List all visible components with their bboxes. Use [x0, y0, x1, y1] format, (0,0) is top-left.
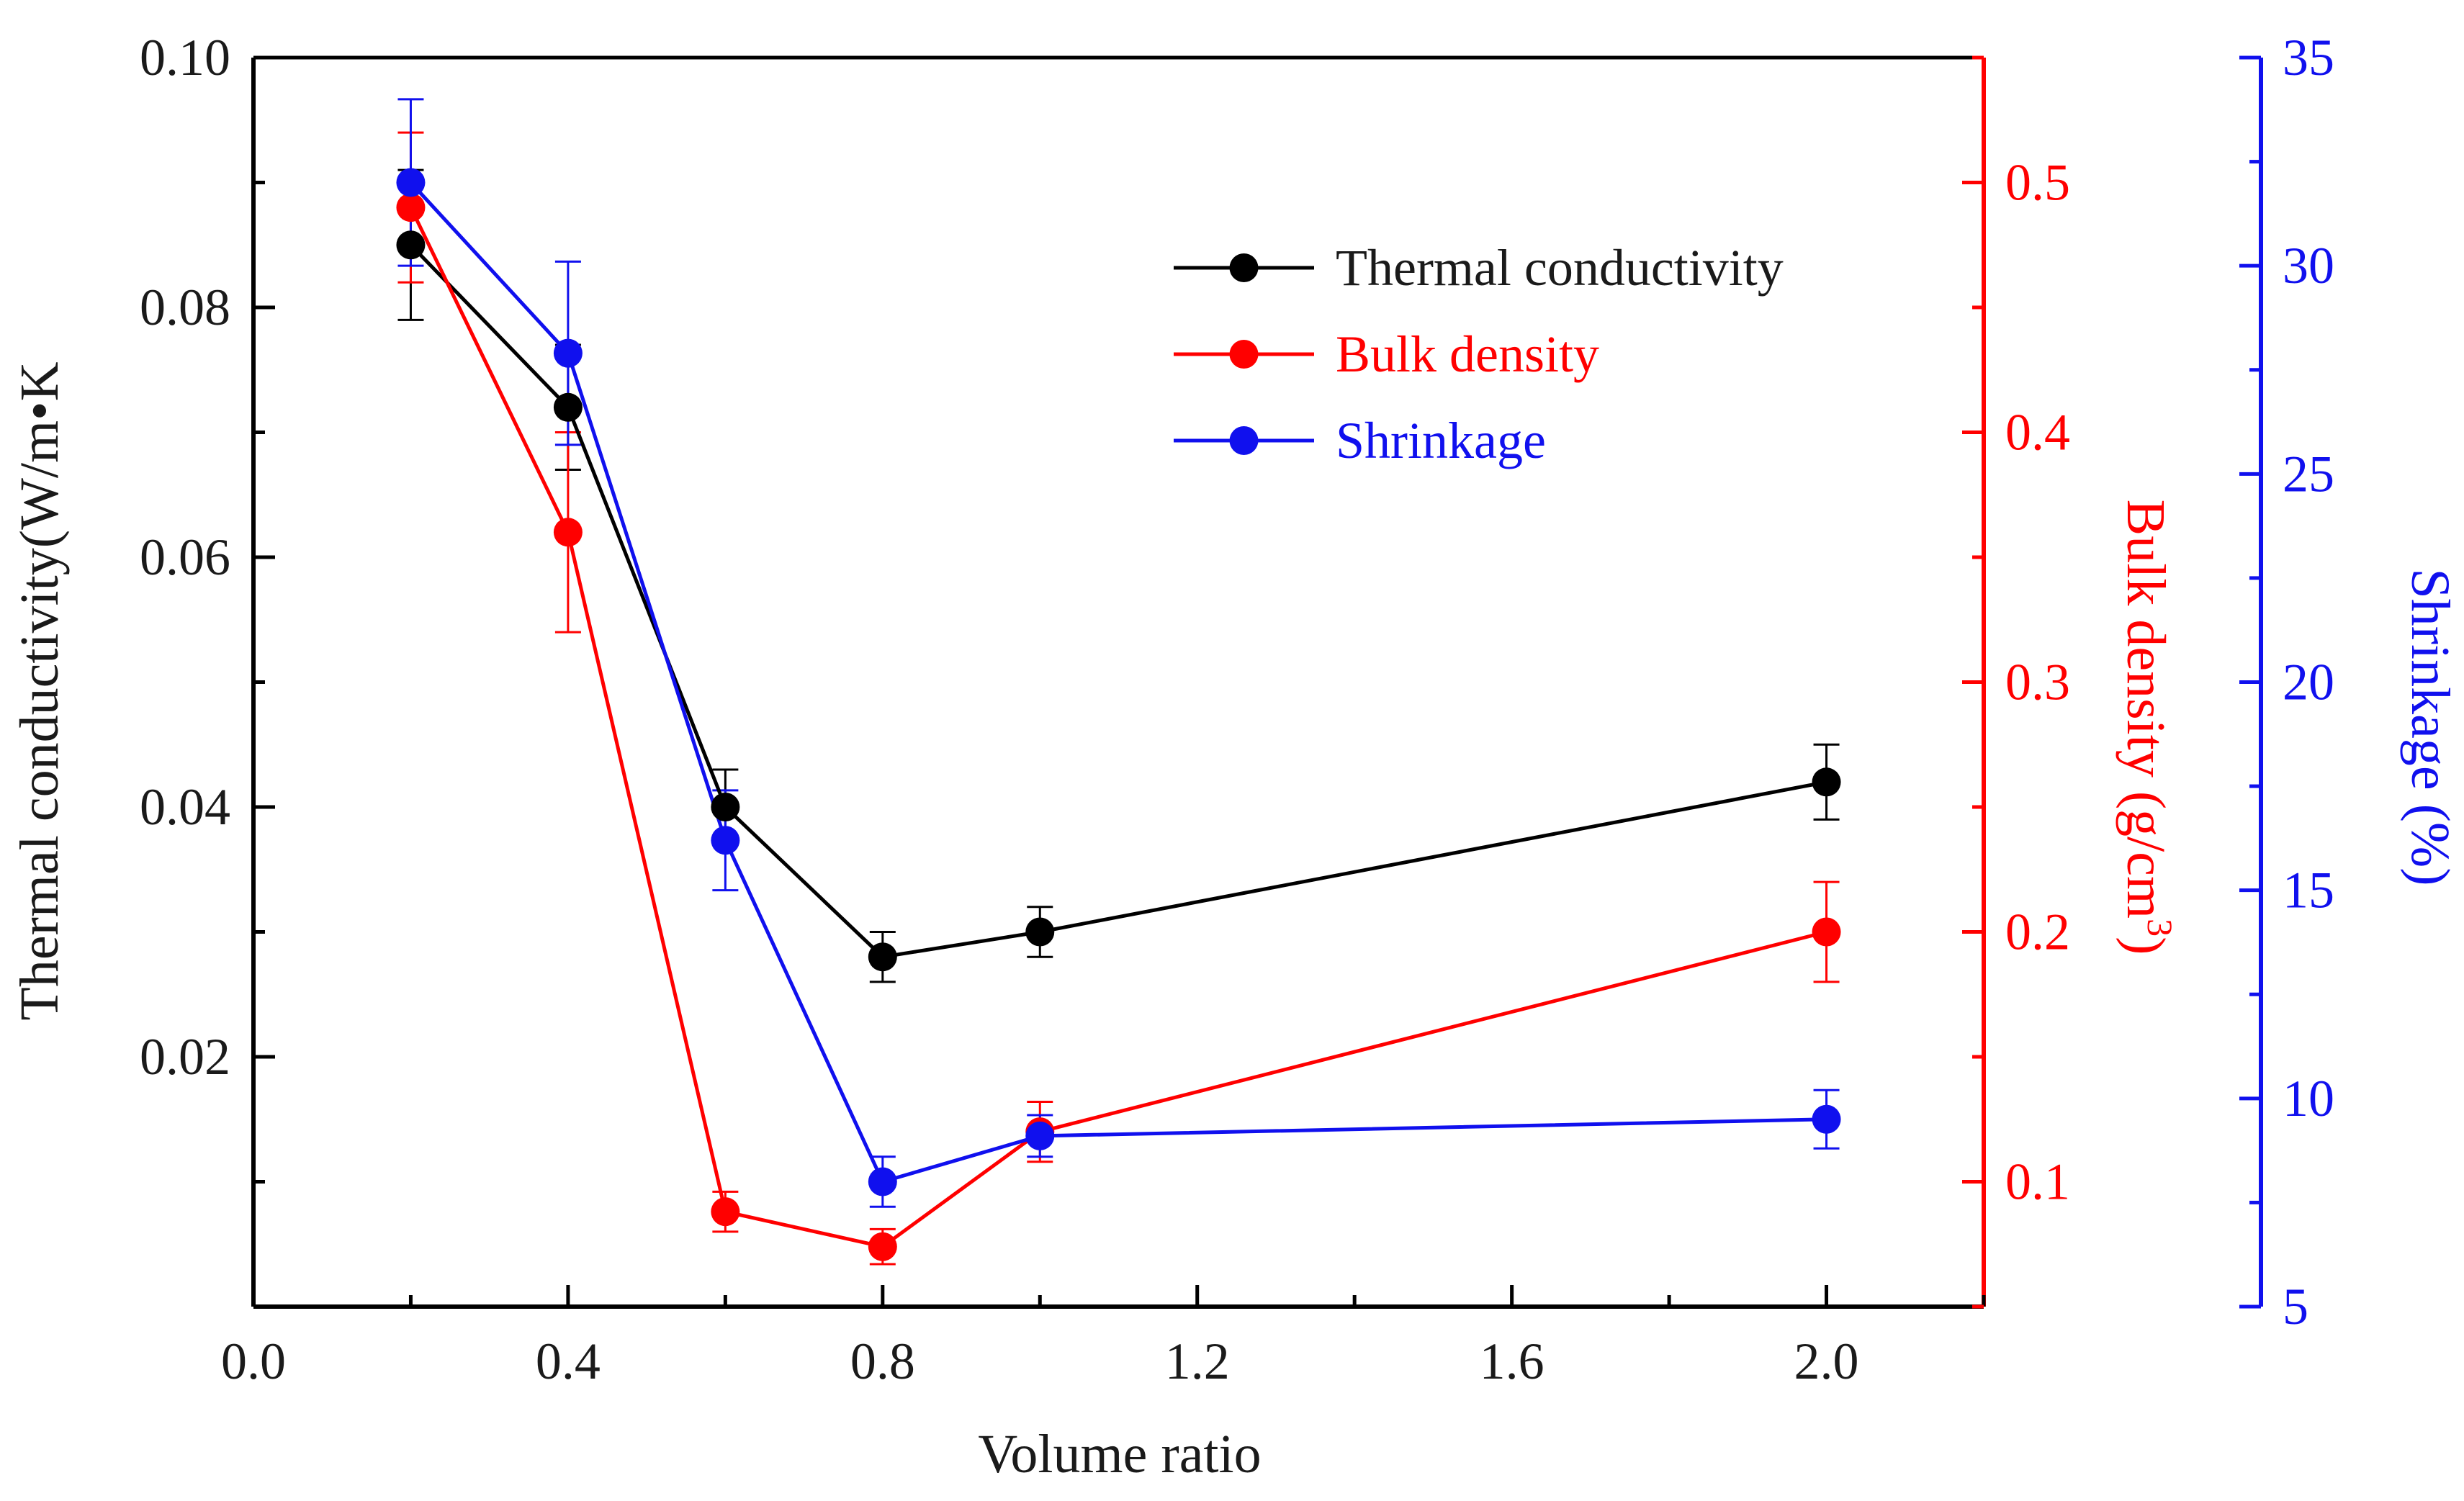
shrinkage-point [396, 168, 426, 197]
red-y-axis-title-close: ) [2115, 937, 2176, 955]
bulk-density-point [1812, 917, 1841, 947]
thermal-conductivity-line [409, 243, 1827, 959]
x-tick-label: 1.6 [1480, 1333, 1545, 1390]
left-y-tick-label: 0.02 [140, 1028, 230, 1086]
shrinkage-point [1812, 1104, 1841, 1134]
red-y-axis-ticks: 0.1 0.2 0.3 0.4 0.5 [1962, 55, 2070, 1309]
red-y-tick-label: 0.2 [2005, 903, 2070, 961]
legend-bulk-density-marker [1229, 340, 1259, 369]
red-y-tick-label: 0.4 [2005, 404, 2070, 461]
thermal-conductivity-point [396, 230, 426, 260]
bulk-density-point [868, 1232, 897, 1261]
blue-y-tick-label: 35 [2283, 29, 2334, 86]
x-tick-label: 2.0 [1794, 1333, 1859, 1390]
shrinkage-line [409, 181, 1827, 1184]
axes-frame [251, 55, 2263, 1309]
shrinkage-point [711, 826, 740, 855]
thermal-conductivity-point [1812, 767, 1841, 797]
shrinkage-point [1025, 1121, 1055, 1150]
red-y-tick-label: 0.1 [2005, 1153, 2070, 1211]
red-y-tick-label: 0.5 [2005, 154, 2070, 212]
bulk-density-point [553, 518, 583, 547]
thermal-conductivity-point [711, 793, 740, 821]
left-y-tick-label: 0.06 [140, 528, 230, 586]
x-tick-label: 1.2 [1165, 1333, 1230, 1390]
blue-y-tick-label: 30 [2283, 237, 2334, 294]
left-y-axis-title: Thermal conductivity(W/m•K [9, 361, 70, 1020]
legend-shrinkage-label: Shrinkage [1336, 412, 1546, 469]
legend-thermal-conductivity-marker [1229, 253, 1259, 282]
blue-y-tick-label: 25 [2283, 445, 2334, 502]
x-axis-title: Volume ratio [978, 1424, 1261, 1484]
left-y-axis-ticks: 0.02 0.04 0.06 0.08 0.10 [140, 29, 275, 1184]
blue-y-tick-label: 10 [2283, 1070, 2334, 1127]
blue-y-tick-label: 5 [2283, 1278, 2308, 1335]
bulk-density-point [396, 193, 426, 222]
legend-thermal-conductivity-label: Thermal conductivity [1336, 239, 1784, 297]
blue-y-tick-label: 15 [2283, 862, 2334, 919]
series-lines-layer [409, 181, 1827, 1249]
markers-layer [396, 168, 1841, 1261]
legend: Thermal conductivity Bulk density Shrinkag… [1174, 239, 1784, 469]
left-y-tick-label: 0.08 [140, 279, 230, 336]
red-y-axis-title-main: Bulk density (g/cm [2115, 500, 2176, 919]
blue-y-axis-title: Shrinkage (%) [2400, 568, 2460, 885]
left-y-tick-label: 0.04 [140, 778, 230, 836]
red-y-tick-label: 0.3 [2005, 654, 2070, 711]
red-y-axis-title: Bulk density (g/cm3) [2115, 500, 2180, 955]
blue-y-axis-ticks: 5 10 15 20 25 30 35 [2239, 29, 2334, 1335]
x-axis-ticks: 0.0 0.4 0.8 1.2 1.6 2.0 [221, 1285, 1986, 1390]
blue-y-tick-label: 20 [2283, 654, 2334, 711]
shrinkage-point [868, 1167, 897, 1196]
left-y-tick-label: 0.10 [140, 29, 230, 86]
thermal-conductivity-point [868, 942, 897, 972]
thermal-conductivity-point [1025, 917, 1055, 947]
legend-bulk-density-label: Bulk density [1336, 325, 1599, 383]
thermal-conductivity-point [553, 392, 583, 422]
x-tick-label: 0.0 [221, 1333, 286, 1390]
shrinkage-point [553, 338, 583, 368]
x-tick-label: 0.4 [536, 1333, 601, 1390]
legend-shrinkage-marker [1229, 426, 1259, 455]
bulk-density-point [711, 1197, 740, 1227]
x-tick-label: 0.8 [850, 1333, 915, 1390]
bulk-density-line [409, 207, 1827, 1249]
red-y-axis-title-sup: 3 [2140, 919, 2180, 937]
